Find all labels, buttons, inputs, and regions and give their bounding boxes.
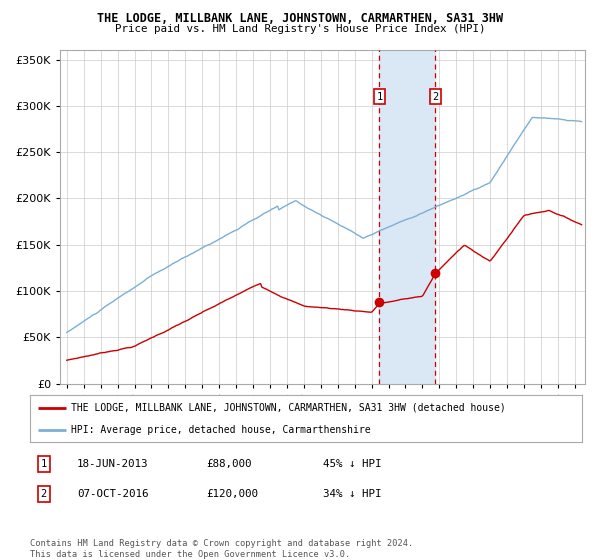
- Bar: [379, 50, 436, 384]
- Text: Contains HM Land Registry data © Crown copyright and database right 2024.
This d: Contains HM Land Registry data © Crown c…: [30, 539, 413, 559]
- Text: 1: 1: [376, 92, 383, 102]
- Text: £120,000: £120,000: [206, 489, 259, 500]
- Text: £88,000: £88,000: [206, 459, 252, 469]
- Text: Price paid vs. HM Land Registry's House Price Index (HPI): Price paid vs. HM Land Registry's House …: [115, 24, 485, 34]
- Text: 2: 2: [41, 489, 47, 500]
- Text: 18-JUN-2013: 18-JUN-2013: [77, 459, 148, 469]
- Text: THE LODGE, MILLBANK LANE, JOHNSTOWN, CARMARTHEN, SA31 3HW (detached house): THE LODGE, MILLBANK LANE, JOHNSTOWN, CAR…: [71, 403, 506, 413]
- Text: HPI: Average price, detached house, Carmarthenshire: HPI: Average price, detached house, Carm…: [71, 424, 371, 435]
- Text: 07-OCT-2016: 07-OCT-2016: [77, 489, 148, 500]
- Text: 2: 2: [433, 92, 439, 102]
- Text: 45% ↓ HPI: 45% ↓ HPI: [323, 459, 381, 469]
- Text: 1: 1: [41, 459, 47, 469]
- Text: THE LODGE, MILLBANK LANE, JOHNSTOWN, CARMARTHEN, SA31 3HW: THE LODGE, MILLBANK LANE, JOHNSTOWN, CAR…: [97, 12, 503, 25]
- Text: 34% ↓ HPI: 34% ↓ HPI: [323, 489, 381, 500]
